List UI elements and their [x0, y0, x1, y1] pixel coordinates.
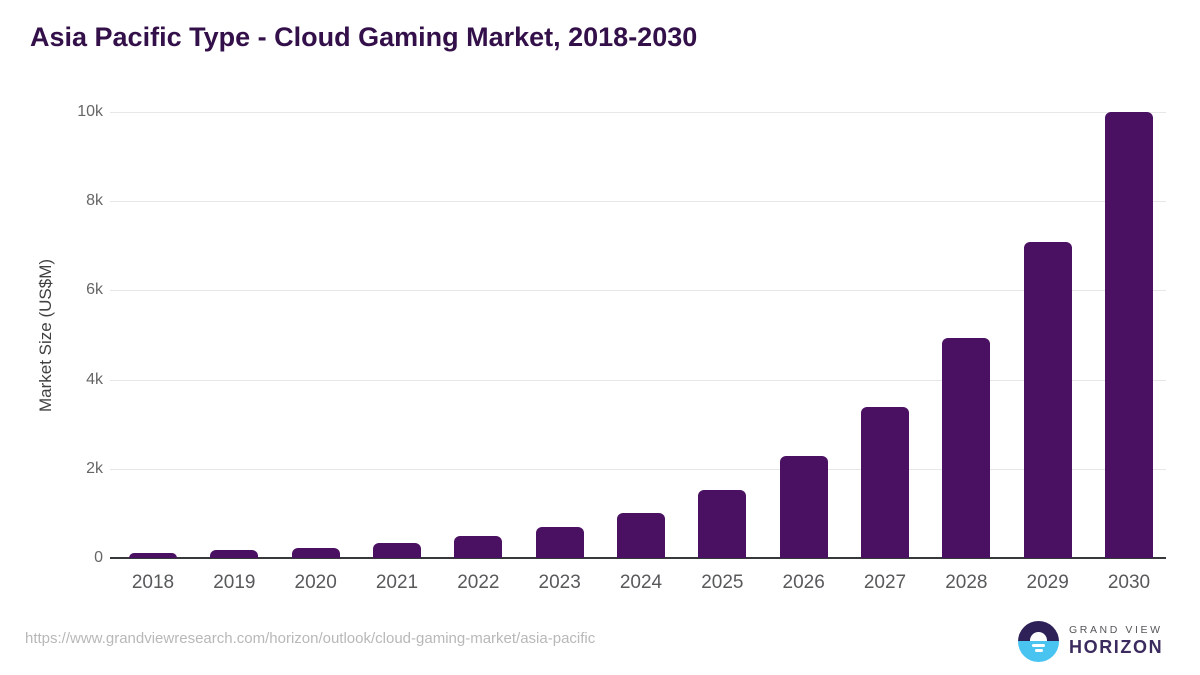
x-tick-2022: 2022: [457, 572, 500, 593]
x-tick-2027: 2027: [863, 572, 907, 593]
bar-2022[interactable]: [454, 536, 503, 558]
gridline-6k: [110, 290, 1166, 292]
x-tick-2025: 2025: [701, 572, 744, 593]
bar-2024[interactable]: [617, 512, 665, 558]
x-tick-2030: 2030: [1107, 572, 1151, 593]
logo-grand-view-text: GRAND VIEW: [1069, 624, 1163, 636]
y-tick-0: 0: [94, 549, 103, 566]
x-axis-labels: 2018 2019 2020 2021 2022 2023 2024 2025 2026 2027…: [110, 572, 1166, 596]
horizon-sunrise-icon: [1018, 620, 1059, 662]
y-tick-2k: 2k: [86, 459, 103, 477]
bar-2019[interactable]: [210, 550, 259, 558]
gridline-10k: [110, 112, 1166, 113]
gridline-8k: [110, 201, 1166, 203]
bar-2027[interactable]: [861, 407, 909, 558]
source-url: https://www.grandviewresearch.com/horizo…: [25, 630, 596, 647]
logo-sun-icon: [1030, 632, 1047, 641]
bar-2029[interactable]: [1023, 242, 1072, 558]
bar-2023[interactable]: [535, 527, 584, 558]
x-axis-line: [110, 557, 1166, 559]
x-tick-2019: 2019: [213, 572, 256, 593]
logo-reflection-line: [1034, 648, 1043, 652]
x-tick-2026: 2026: [782, 572, 825, 593]
x-tick-2021: 2021: [375, 572, 419, 593]
y-tick-10k: 10k: [77, 103, 103, 120]
plot-area: [110, 112, 1166, 559]
bar-2020[interactable]: [291, 548, 340, 558]
bar-2026[interactable]: [779, 455, 828, 558]
logo-sky-half: [1018, 620, 1059, 641]
bar-2028[interactable]: [942, 338, 991, 558]
y-axis-ticks: 0 2k 4k 6k 8k 10k: [0, 103, 103, 566]
bar-2030[interactable]: [1105, 112, 1153, 558]
chart-title: Asia Pacific Type - Cloud Gaming Market,…: [30, 22, 698, 52]
x-tick-2028: 2028: [945, 572, 988, 593]
y-tick-8k: 8k: [86, 192, 103, 210]
x-tick-2023: 2023: [538, 572, 581, 593]
gridline-2k: [110, 468, 1166, 470]
grand-view-horizon-logo[interactable]: GRAND VIEW HORIZON: [1018, 619, 1163, 663]
bar-2021[interactable]: [373, 543, 421, 558]
x-tick-2018: 2018: [131, 572, 175, 593]
gridline-4k: [110, 379, 1166, 381]
x-tick-2020: 2020: [294, 572, 337, 593]
y-tick-6k: 6k: [86, 281, 103, 299]
x-tick-2024: 2024: [619, 572, 663, 593]
bar-2018[interactable]: [129, 552, 177, 558]
logo-wordmark: GRAND VIEW HORIZON: [1069, 624, 1163, 658]
y-tick-4k: 4k: [86, 370, 103, 388]
logo-reflection-line: [1032, 643, 1045, 647]
x-tick-2029: 2029: [1026, 572, 1069, 593]
logo-horizon-text: HORIZON: [1069, 637, 1164, 657]
bar-2025[interactable]: [698, 490, 747, 558]
